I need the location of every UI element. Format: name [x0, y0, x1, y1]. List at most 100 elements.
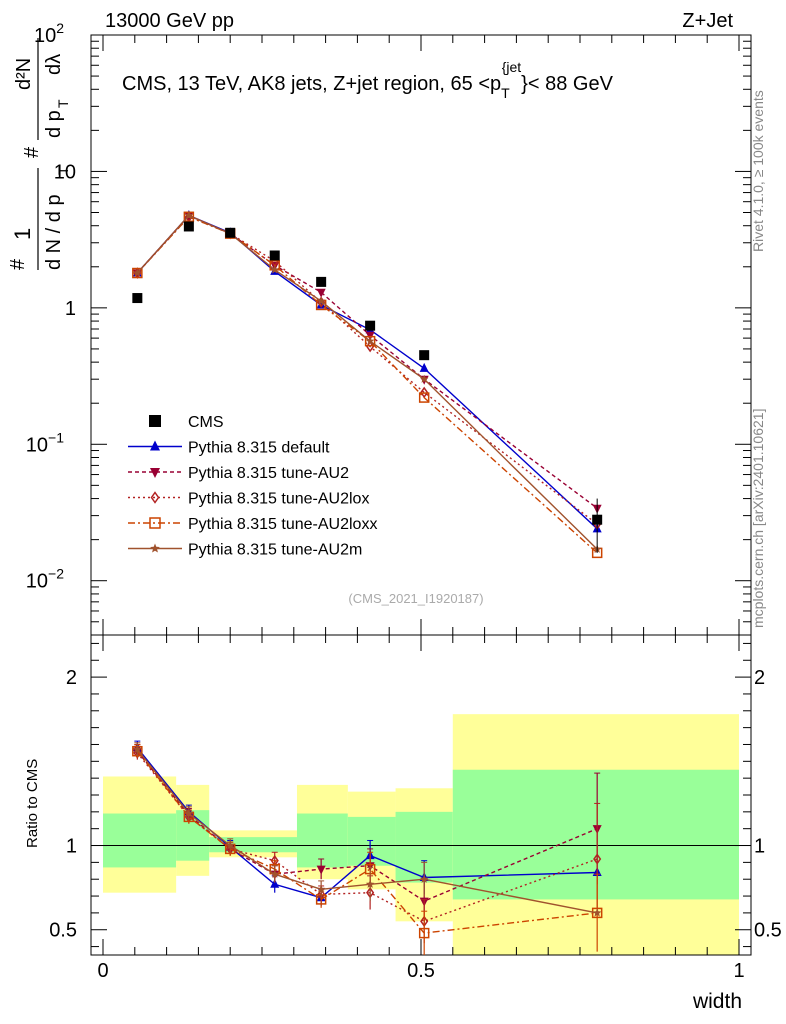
legend-marker-series-0 [150, 440, 160, 451]
legend-label: Pythia 8.315 tune-AU2loxx [188, 516, 377, 533]
ratio-point-series-4 [133, 745, 142, 754]
legend-label: Pythia 8.315 tune-AU2lox [188, 491, 369, 508]
main-point-series-4 [133, 268, 142, 277]
header-right: Z+Jet [682, 10, 733, 32]
ratio-point-series-4 [316, 884, 326, 893]
main-point-cms [365, 320, 376, 331]
x-axis-label: width [692, 990, 742, 1013]
y-label-hash-1: # [7, 258, 29, 270]
main-y-tick-label: 10−2 [26, 566, 64, 593]
ratio-line-series-0 [136, 747, 598, 899]
ratio-y-axis-label: Ratio to CMS [24, 759, 41, 848]
ratio-point-series-4 [592, 908, 602, 917]
x-tick-label: 1 [733, 960, 744, 982]
ratio-y-tick-label-left: 0.5 [49, 920, 77, 942]
main-point-series-3 [364, 335, 376, 347]
main-point-series-0 [316, 299, 326, 309]
main-point-cms [269, 250, 280, 261]
legend-marker-series-2 [150, 491, 160, 504]
header-left: 13000 GeV pp [105, 10, 234, 32]
main-point-series-1 [316, 288, 326, 298]
mcplots-info: mcplots.cern.ch [arXiv:2401.10621] [750, 409, 766, 628]
ratio-point-series-2 [593, 853, 602, 865]
ratio-point-series-4 [270, 869, 279, 878]
ratio-y-tick-label-right: 2 [754, 667, 765, 689]
main-y-tick-base: 10 [54, 161, 76, 183]
main-line-series-2 [136, 215, 598, 525]
plot-title-main: CMS, 13 TeV, AK8 jets, Z+jet region, 65 … [122, 73, 501, 95]
main-y-tick-label: 1 [65, 298, 76, 320]
main-point-series-3 [418, 392, 430, 403]
ratio-line-series-1 [136, 750, 598, 902]
y-label-one: 1 [10, 228, 35, 240]
main-point-series-4 [184, 211, 194, 220]
y-label-hash-2: # [21, 146, 43, 158]
ratio-y-tick-label-right: 1 [754, 836, 765, 858]
legend-label: Pythia 8.315 tune-AU2 [188, 465, 349, 482]
main-point-cms [183, 221, 194, 232]
main-point-series-4 [270, 265, 279, 274]
ratio-y-tick-label-left: 1 [66, 836, 77, 858]
x-tick-label: 0 [97, 960, 108, 982]
main-y-tick-base: 10 [34, 25, 56, 47]
ratio-point-series-3 [591, 907, 603, 919]
main-plot-series [132, 210, 603, 559]
ratio-plot-series [132, 740, 603, 955]
plot-title-sub: T [501, 85, 510, 101]
y-label-dlambda: dλ [43, 54, 65, 75]
main-y-tick-exp: −1 [48, 429, 64, 445]
y-label-dN-dpT: d N / d p [43, 194, 65, 270]
ratio-y-tick-label-right: 0.5 [754, 920, 782, 942]
ratio-point-series-4 [184, 809, 194, 818]
y-label-dpT-T: T [55, 99, 71, 108]
ratio-band-inner-6 [452, 769, 739, 900]
ratio-point-series-4 [419, 874, 429, 883]
main-y-tick-label: 10 [54, 161, 76, 183]
main-point-series-4 [419, 374, 429, 383]
main-point-series-3 [132, 267, 143, 279]
ratio-band-inner-0 [103, 813, 177, 868]
ratio-y-tick-label-left: 2 [66, 667, 77, 689]
legend-label: Pythia 8.315 default [188, 440, 330, 457]
ratio-line-series-3 [136, 750, 598, 934]
ratio-point-series-4 [225, 841, 235, 850]
legend-marker-series-3 [149, 517, 161, 529]
ratio-uncertainty-bands [91, 714, 751, 955]
main-y-tick-exp: 2 [56, 20, 64, 36]
legend-marker-cms [149, 415, 161, 427]
y-label-dpT: d p [43, 110, 65, 138]
main-y-tick-base: 1 [65, 298, 76, 320]
plot-title-tail: < 88 GeV [528, 73, 614, 95]
ratio-line-series-4 [136, 749, 598, 914]
main-y-axis-label: # 1 d N / d p T # d²N d p T dλ [7, 38, 71, 270]
main-point-cms [419, 350, 430, 361]
legend-marker-series-1 [150, 468, 160, 478]
rivet-info: Rivet 4.1.0, ≥ 100k events [750, 90, 766, 252]
legend-marker-series-4 [150, 543, 160, 553]
legend-label: CMS [188, 414, 224, 431]
ratio-point-series-1 [316, 865, 326, 875]
plot-title-sup-close: } [521, 73, 528, 95]
y-label-dN-T: T [55, 166, 71, 175]
ratio-point-series-0 [270, 878, 280, 888]
ratio-point-series-3 [418, 927, 430, 939]
analysis-id: (CMS_2021_I1920187) [348, 591, 483, 606]
legend-label: Pythia 8.315 tune-AU2m [188, 542, 362, 559]
main-y-tick-exp: −2 [48, 566, 64, 582]
main-y-tick-label: 10−1 [26, 429, 64, 456]
main-point-series-4 [316, 296, 326, 305]
main-point-series-0 [419, 362, 429, 372]
main-y-tick-label: 102 [34, 20, 64, 47]
ratio-point-series-4 [365, 879, 375, 888]
ratio-band-inner-3 [296, 813, 348, 868]
y-label-d2N: d²N [13, 58, 35, 90]
main-point-cms [132, 293, 143, 304]
x-tick-label: 0.5 [407, 960, 435, 982]
main-line-series-4 [136, 214, 598, 550]
main-y-tick-base: 10 [26, 571, 48, 593]
main-point-cms [225, 227, 236, 238]
main-point-cms [316, 276, 327, 287]
main-point-series-4 [365, 336, 375, 345]
